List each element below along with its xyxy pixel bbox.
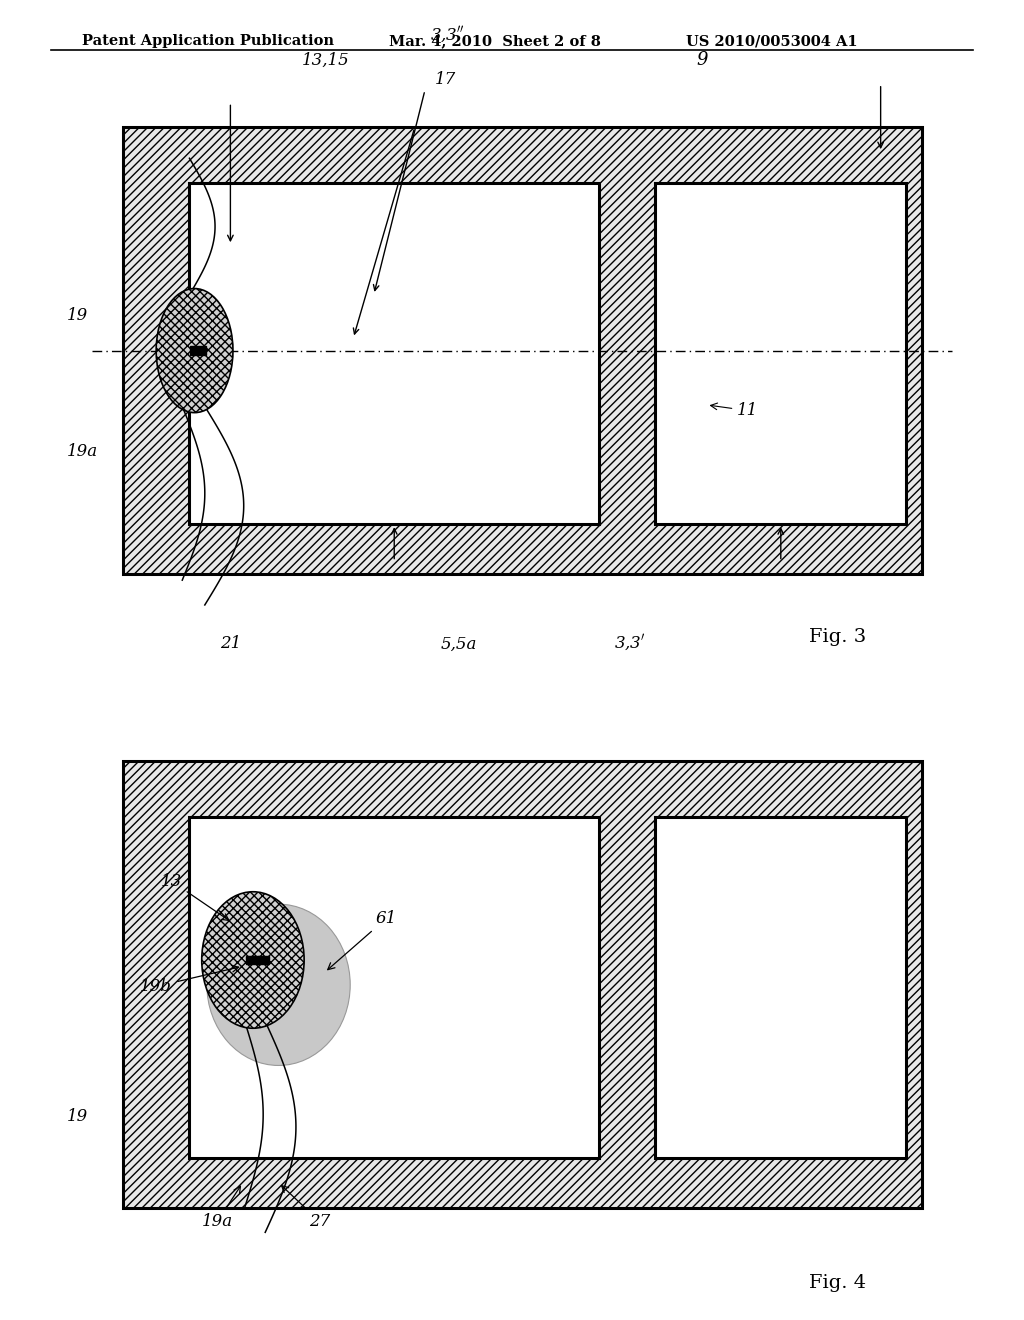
Ellipse shape [156, 289, 233, 413]
Bar [123, 760, 922, 1208]
Text: 17: 17 [435, 71, 457, 88]
Text: Mar. 4, 2010  Sheet 2 of 8: Mar. 4, 2010 Sheet 2 of 8 [389, 34, 601, 49]
Bar [123, 127, 922, 574]
Text: 13: 13 [161, 873, 229, 920]
Ellipse shape [207, 904, 350, 1065]
Text: 13,15: 13,15 [302, 53, 350, 69]
Text: 61: 61 [328, 909, 397, 970]
Bar [190, 346, 199, 355]
Text: 11: 11 [711, 403, 759, 420]
Text: 27: 27 [282, 1185, 331, 1230]
Text: 19a: 19a [67, 444, 97, 461]
Bar [199, 346, 206, 355]
Text: 3,3$^{\prime\prime}$: 3,3$^{\prime\prime}$ [430, 25, 465, 45]
Bar [246, 956, 260, 964]
Ellipse shape [202, 892, 304, 1028]
Bar [655, 183, 906, 524]
Text: Patent Application Publication: Patent Application Publication [82, 34, 334, 49]
Text: 5,5a: 5,5a [440, 635, 477, 652]
Text: 3,3$^{\prime}$: 3,3$^{\prime}$ [614, 632, 646, 653]
Text: Fig. 4: Fig. 4 [809, 1274, 866, 1292]
Text: 19: 19 [67, 1107, 88, 1125]
Bar [258, 956, 269, 964]
Bar [189, 817, 599, 1158]
Text: 19a: 19a [202, 1187, 241, 1230]
Text: US 2010/0053004 A1: US 2010/0053004 A1 [686, 34, 858, 49]
Text: 21: 21 [220, 635, 242, 652]
Bar [189, 183, 599, 524]
Text: 19b: 19b [140, 965, 239, 995]
Text: 9: 9 [696, 51, 708, 69]
Text: Fig. 3: Fig. 3 [809, 628, 866, 647]
Bar [655, 817, 906, 1158]
Text: 19: 19 [67, 306, 88, 323]
